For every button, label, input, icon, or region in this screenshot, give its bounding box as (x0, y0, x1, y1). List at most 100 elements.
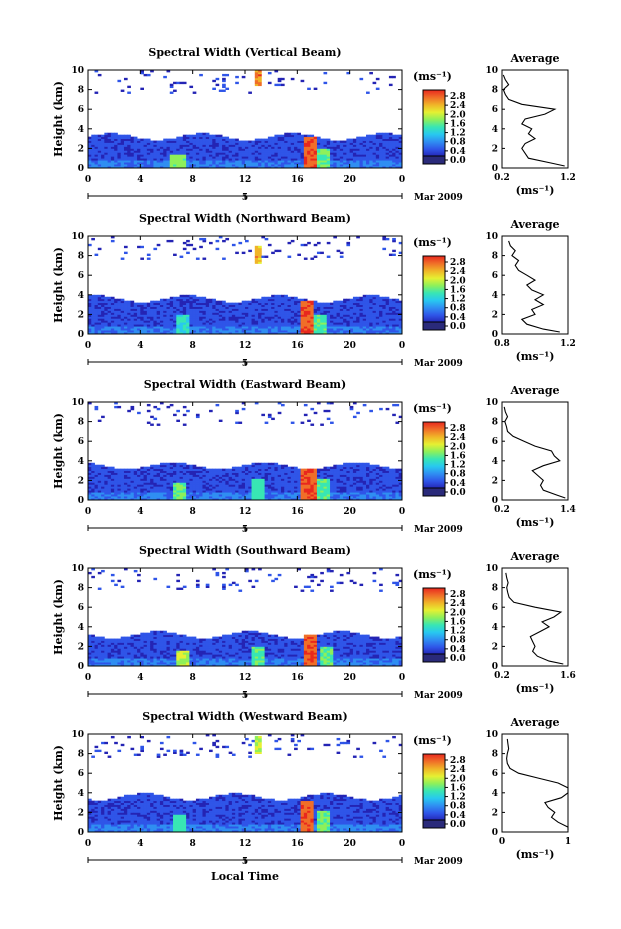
heatmap-cell (91, 138, 95, 141)
heatmap-cell (339, 150, 344, 153)
heatmap-cell (228, 142, 233, 145)
heatmap-cell (189, 484, 194, 487)
heatmap-cell (280, 166, 285, 169)
heatmap-cell (153, 464, 158, 468)
heatmap-cell (372, 136, 377, 139)
heatmap-cell (277, 308, 282, 311)
heatmap-cell (271, 472, 275, 475)
heatmap-cell (297, 482, 301, 485)
heatmap-cell (143, 328, 148, 331)
heatmap-cell (150, 320, 154, 323)
heatmap-cell (110, 320, 115, 323)
heatmap-cell (245, 474, 249, 477)
heatmap-cell (123, 304, 128, 307)
heatmap-cell (218, 314, 223, 317)
heatmap-cell (254, 464, 259, 468)
heatmap-cell (313, 140, 318, 143)
heatmap-cell (251, 310, 256, 313)
heatmap-cell (173, 320, 177, 323)
heatmap-cell (222, 468, 226, 471)
heatmap-cell (294, 164, 298, 167)
heatmap-cell (222, 314, 226, 317)
heatmap-cell (267, 142, 272, 145)
heatmap-cell (320, 470, 324, 473)
heatmap-cell (323, 330, 328, 333)
heatmap-cell (280, 464, 285, 468)
heatmap-cell (307, 148, 311, 151)
heatmap-cell (91, 160, 95, 163)
heatmap-cell (267, 152, 272, 155)
heatmap-cell (137, 478, 141, 481)
heatmap-cell (199, 480, 203, 483)
heatmap-cell (97, 134, 102, 138)
heatmap-cell (189, 464, 194, 468)
heatmap-cell (97, 312, 102, 315)
heatmap-cell (166, 478, 171, 481)
heatmap-cell (261, 152, 266, 155)
heatmap-cell (336, 330, 341, 333)
heatmap-cell (294, 326, 298, 329)
heatmap-cell (231, 144, 236, 147)
heatmap-cell (254, 490, 259, 493)
heatmap-cell (146, 324, 151, 327)
heatmap-cell (313, 138, 318, 141)
heatmap-cell (156, 144, 161, 147)
heatmap-cell (251, 484, 256, 487)
heatmap-cell (97, 304, 102, 307)
heatmap-cell (94, 308, 99, 311)
heatmap-cell (225, 478, 230, 481)
heatmap-cell (307, 304, 311, 307)
heatmap-cell (300, 298, 305, 302)
heatmap-cell (258, 320, 262, 323)
heatmap-cell (101, 488, 105, 491)
heatmap-cell (218, 470, 223, 473)
heatmap-cell (346, 308, 351, 311)
heatmap-cell (130, 306, 135, 309)
heatmap-cell (385, 142, 390, 145)
heatmap-cell (274, 496, 279, 499)
heatmap-cell (153, 312, 158, 315)
heatmap-cell (146, 496, 151, 499)
heatmap-cell (133, 154, 138, 157)
heatmap-cell (264, 150, 269, 153)
heatmap-cell (271, 417, 275, 421)
heatmap-cell (123, 492, 128, 495)
heatmap-cell (254, 79, 259, 83)
heatmap-cell (195, 494, 200, 497)
heatmap-cell (362, 294, 367, 298)
heatmap-cell (137, 162, 141, 165)
heatmap-cell (310, 156, 315, 159)
heatmap-cell (339, 302, 344, 305)
heatmap-cell (359, 316, 364, 319)
heatmap-cell (173, 478, 177, 481)
heatmap-cell (271, 294, 275, 298)
heatmap-cell (140, 468, 144, 471)
heatmap-cell (395, 138, 400, 141)
heatmap-cell (88, 466, 92, 470)
heatmap-cell (101, 148, 105, 151)
heatmap-cell (313, 166, 318, 169)
heatmap-cell (209, 138, 213, 141)
heatmap-cell (199, 166, 203, 169)
heatmap-cell (303, 156, 308, 159)
heatmap-cell (326, 162, 331, 165)
heatmap-cell (372, 302, 377, 305)
heatmap-cell (88, 243, 92, 247)
heatmap-cell (297, 302, 301, 305)
heatmap-cell (261, 312, 266, 315)
heatmap-cell (189, 306, 194, 309)
heatmap-cell (251, 464, 256, 468)
heatmap-cell (287, 166, 292, 169)
heatmap-cell (163, 150, 167, 153)
heatmap-cell (133, 494, 138, 497)
heatmap-cell (159, 332, 164, 335)
heatmap-cell (137, 486, 141, 489)
heatmap-cell (261, 166, 266, 169)
heatmap-cell (156, 322, 161, 325)
heatmap-cell (195, 488, 200, 491)
heatmap-cell (110, 304, 115, 307)
heatmap-cell (254, 77, 259, 81)
heatmap-cell (163, 478, 167, 481)
heatmap-cell (212, 498, 216, 501)
heatmap-cell (91, 142, 95, 145)
